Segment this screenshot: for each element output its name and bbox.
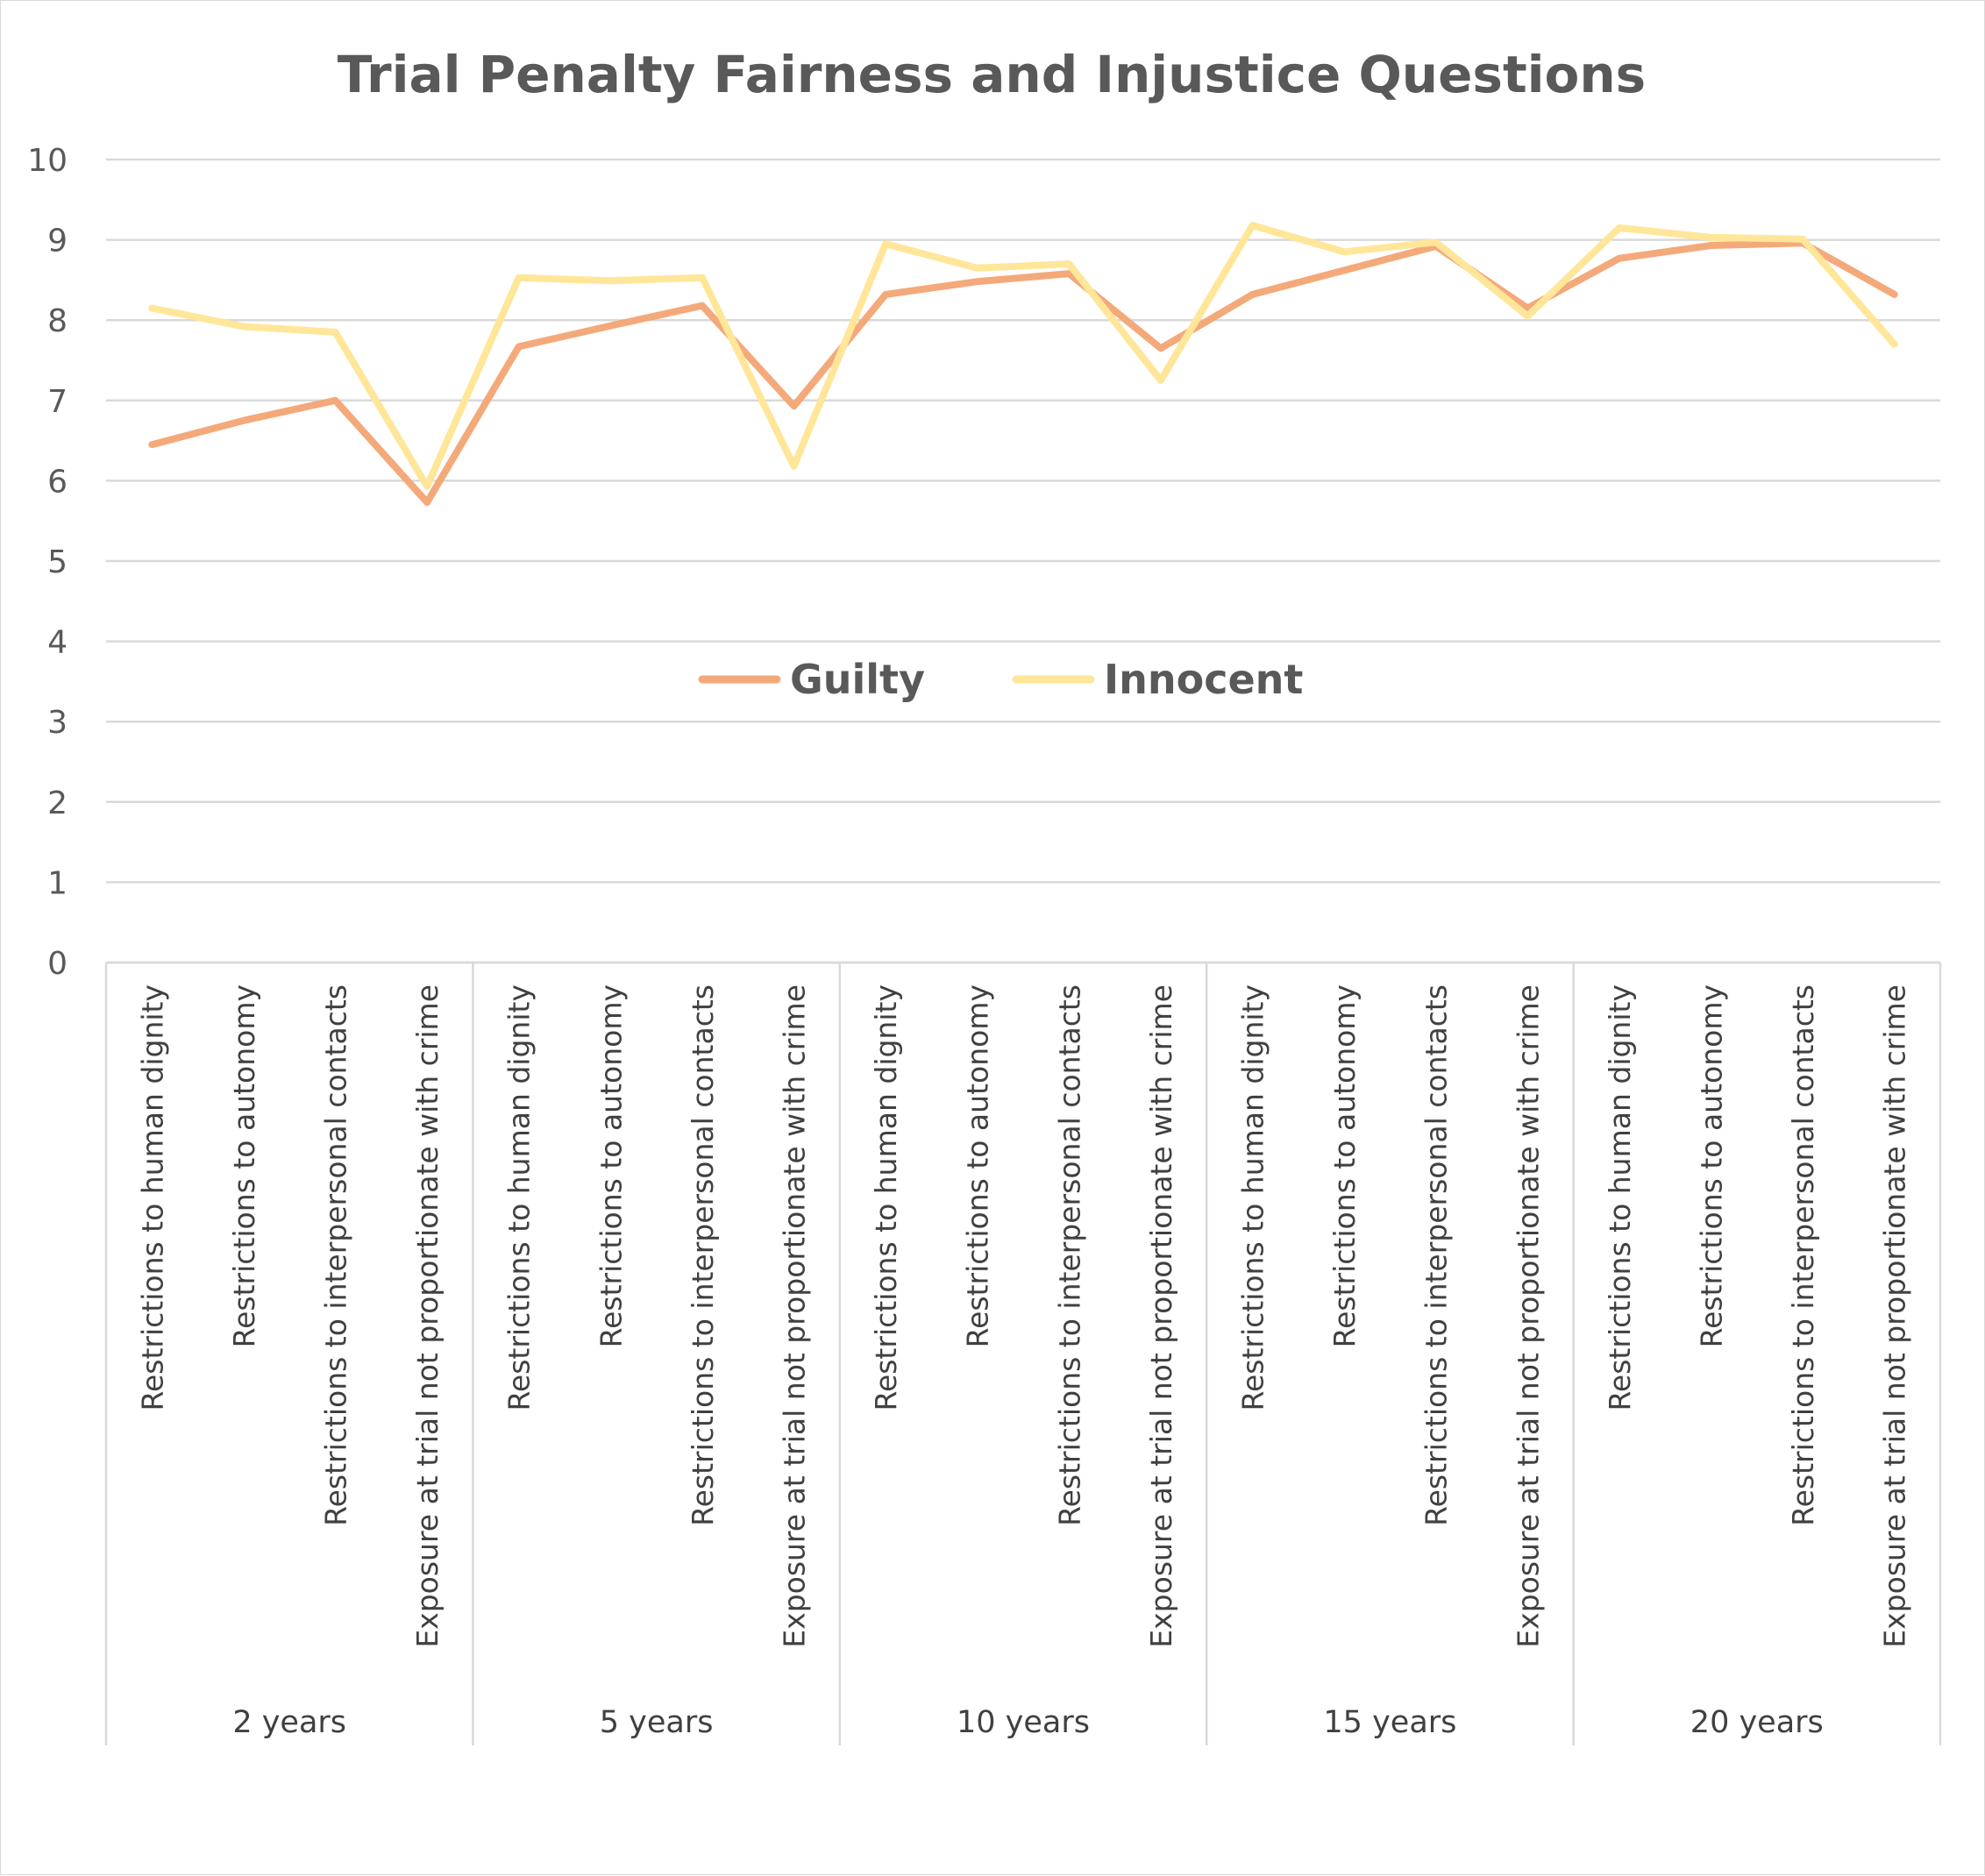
y-tick-label: 6 xyxy=(47,464,68,500)
x-category-label: Restrictions to autonomy xyxy=(594,984,628,1347)
x-category-label: Restrictions to human dignity xyxy=(1236,984,1270,1411)
x-category-label: Restrictions to human dignity xyxy=(502,984,537,1411)
y-tick-label: 7 xyxy=(47,384,68,420)
legend-label: Innocent xyxy=(1104,656,1303,703)
x-category-label: Restrictions to interpersonal contacts xyxy=(319,984,353,1526)
x-category-label: Restrictions to interpersonal contacts xyxy=(1419,984,1454,1526)
legend-label: Guilty xyxy=(790,656,925,703)
chart-title: Trial Penalty Fairness and Injustice Que… xyxy=(338,45,1646,104)
x-category-label: Exposure at trial not proportionate with… xyxy=(1511,984,1545,1648)
x-group-label: 20 years xyxy=(1690,1705,1824,1740)
x-group-label: 5 years xyxy=(600,1705,714,1740)
series-line-guilty xyxy=(148,239,1898,507)
x-category-label: Exposure at trial not proportionate with… xyxy=(1144,984,1178,1648)
series-line-innocent xyxy=(148,222,1898,490)
x-category-label: Restrictions to interpersonal contacts xyxy=(1052,984,1086,1526)
x-category-label: Restrictions to autonomy xyxy=(1695,984,1729,1347)
axes xyxy=(104,961,1942,1745)
y-tick-label: 9 xyxy=(47,224,68,259)
x-category-label: Restrictions to human dignity xyxy=(1603,984,1637,1411)
x-category-label: Exposure at trial not proportionate with… xyxy=(410,984,445,1648)
x-group-label: 10 years xyxy=(957,1705,1090,1740)
y-tick-label: 2 xyxy=(47,785,68,821)
y-axis-ticks: 0 1 2 3 4 5 6 7 8 9 10 xyxy=(27,143,68,982)
x-category-label: Restrictions to human dignity xyxy=(869,984,903,1411)
legend: Guilty Innocent xyxy=(698,656,1303,703)
y-tick-label: 5 xyxy=(47,544,68,580)
x-category-label: Restrictions to autonomy xyxy=(961,984,995,1347)
y-tick-label: 4 xyxy=(47,625,68,661)
x-axis-group-labels: 2 years 5 years 10 years 15 years 20 years xyxy=(232,1705,1823,1740)
series-lines xyxy=(148,222,1898,507)
y-tick-label: 0 xyxy=(47,946,68,982)
x-category-label: Restrictions to interpersonal contacts xyxy=(686,984,720,1526)
y-tick-label: 3 xyxy=(47,705,68,741)
x-category-label: Restrictions to interpersonal contacts xyxy=(1786,984,1820,1526)
x-category-label: Restrictions to autonomy xyxy=(227,984,261,1347)
y-tick-label: 8 xyxy=(47,303,68,339)
y-tick-label: 1 xyxy=(47,865,68,901)
x-axis-category-labels: Restrictions to human dignity Restriction… xyxy=(135,984,1911,1648)
y-tick-label: 10 xyxy=(27,143,68,179)
x-group-label: 15 years xyxy=(1323,1705,1456,1740)
x-group-label: 2 years xyxy=(232,1705,346,1740)
x-category-label: Restrictions to autonomy xyxy=(1327,984,1362,1347)
x-category-label: Restrictions to human dignity xyxy=(135,984,169,1411)
x-category-label: Exposure at trial not proportionate with… xyxy=(778,984,812,1648)
x-category-label: Exposure at trial not proportionate with… xyxy=(1878,984,1912,1648)
